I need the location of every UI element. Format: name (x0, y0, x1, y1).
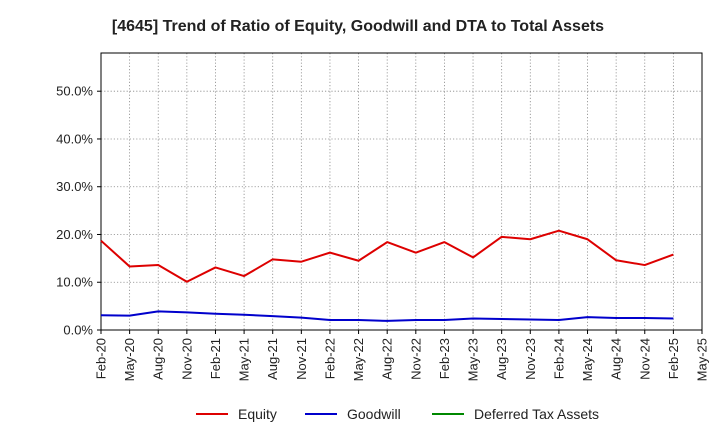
y-tick-label: 10.0% (56, 275, 93, 290)
x-tick-label: May-24 (580, 338, 595, 381)
legend: Equity Goodwill Deferred Tax Assets (196, 406, 599, 422)
x-tick-label: Feb-21 (208, 338, 223, 379)
x-tick-label: May-20 (122, 338, 137, 381)
x-tick-label: Feb-23 (437, 338, 452, 379)
grid-lines (101, 53, 702, 330)
series-lines (100, 229, 674, 322)
legend-label-equity: Equity (238, 406, 277, 422)
series-line-goodwill (100, 310, 674, 322)
x-tick-label: Nov-24 (637, 338, 652, 380)
x-tick-label: Aug-23 (494, 338, 509, 380)
x-tick-label: Aug-22 (380, 338, 395, 380)
legend-label-deferred-tax-assets: Deferred Tax Assets (474, 406, 599, 422)
y-tick-label: 50.0% (56, 84, 93, 99)
x-tick-label: Feb-22 (322, 338, 337, 379)
y-tick-label: 30.0% (56, 179, 93, 194)
x-tick-label: Aug-20 (151, 338, 166, 380)
x-tick-label: May-22 (351, 338, 366, 381)
x-tick-label: May-21 (237, 338, 252, 381)
series-line-equity (100, 229, 674, 283)
x-tick-label: Feb-20 (94, 338, 109, 379)
y-tick-label: 20.0% (56, 227, 93, 242)
y-tick-label: 40.0% (56, 131, 93, 146)
x-tick-label: Nov-20 (179, 338, 194, 380)
y-tick-label: 0.0% (63, 323, 93, 338)
x-tick-label: Feb-24 (551, 338, 566, 379)
x-tick-label: May-23 (466, 338, 481, 381)
x-tick-label: Aug-24 (609, 338, 624, 380)
plot-area-frame (100, 52, 703, 331)
x-tick-label: Nov-22 (408, 338, 423, 380)
y-axis: 0.0% 10.0% 20.0% 30.0% 40.0% 50.0% (56, 84, 101, 338)
x-tick-label: Aug-21 (265, 338, 280, 380)
legend-label-goodwill: Goodwill (347, 406, 401, 422)
x-tick-label: Feb-25 (666, 338, 681, 379)
chart-title: [4645] Trend of Ratio of Equity, Goodwil… (112, 18, 604, 35)
x-tick-label: Nov-21 (294, 338, 309, 380)
x-tick-label: Nov-23 (523, 338, 538, 380)
x-tick-label: May-25 (695, 338, 710, 381)
x-axis: Feb-20 May-20 Aug-20 Nov-20 Feb-21 May-21 Aug-… (94, 330, 710, 381)
